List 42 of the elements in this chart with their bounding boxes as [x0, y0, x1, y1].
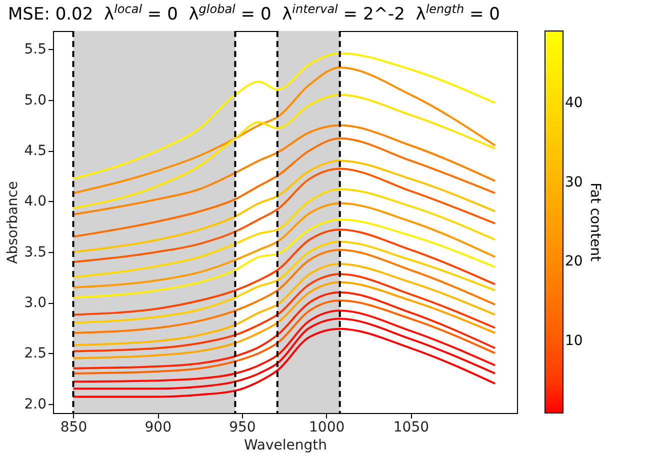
color-bar-label: 30 [565, 174, 583, 190]
line-series [72, 94, 496, 210]
line-series [72, 328, 496, 398]
x-tick-label: 1000 [309, 420, 345, 436]
line-series [72, 291, 496, 370]
y-tick-label: 5.0 [24, 92, 46, 108]
line-series [72, 318, 496, 390]
color-bar-label: 10 [565, 332, 583, 349]
line-series [72, 66, 496, 194]
line-series [72, 300, 496, 374]
line-series [72, 202, 496, 288]
line-series [72, 263, 496, 346]
line-series [72, 218, 496, 298]
color-bar-label: 40 [565, 95, 583, 112]
line-series [72, 248, 496, 334]
line-series [72, 160, 496, 253]
color-bar-label: 20 [565, 254, 583, 270]
line-series [72, 240, 496, 324]
y-tick-label: 2.0 [24, 396, 46, 412]
y-tick-label: 2.5 [24, 346, 46, 362]
line-series [72, 168, 496, 264]
line-series [72, 137, 496, 238]
y-axis-title: Absorbance [5, 181, 22, 264]
x-tick-label: 900 [144, 420, 172, 436]
line-series [72, 273, 496, 352]
line-series [72, 52, 496, 180]
line-series [72, 228, 496, 316]
x-axis-title: Wavelength [244, 438, 328, 454]
y-tick-label: 5.5 [24, 42, 46, 58]
line-series [72, 310, 496, 383]
line-series [72, 188, 496, 278]
y-tick-label: 4.5 [24, 143, 46, 160]
line-series [72, 281, 496, 360]
x-tick-label: 1050 [393, 420, 430, 436]
x-tick-label: 950 [229, 420, 256, 436]
line-series [72, 124, 496, 216]
y-tick-label: 3.0 [24, 295, 46, 312]
color-bar-title: Fat content [587, 182, 603, 262]
y-tick-label: 3.5 [24, 244, 46, 260]
chart-title: MSE: 0.02 λ$^{local}$ = 0 λ$^{global}$ = 0 λ$^{interval}$ = 2^-2 λ$^{length}$ = 0 [8, 2, 500, 25]
x-tick-label: 850 [60, 420, 88, 436]
y-tick-label: 4.0 [24, 194, 46, 210]
